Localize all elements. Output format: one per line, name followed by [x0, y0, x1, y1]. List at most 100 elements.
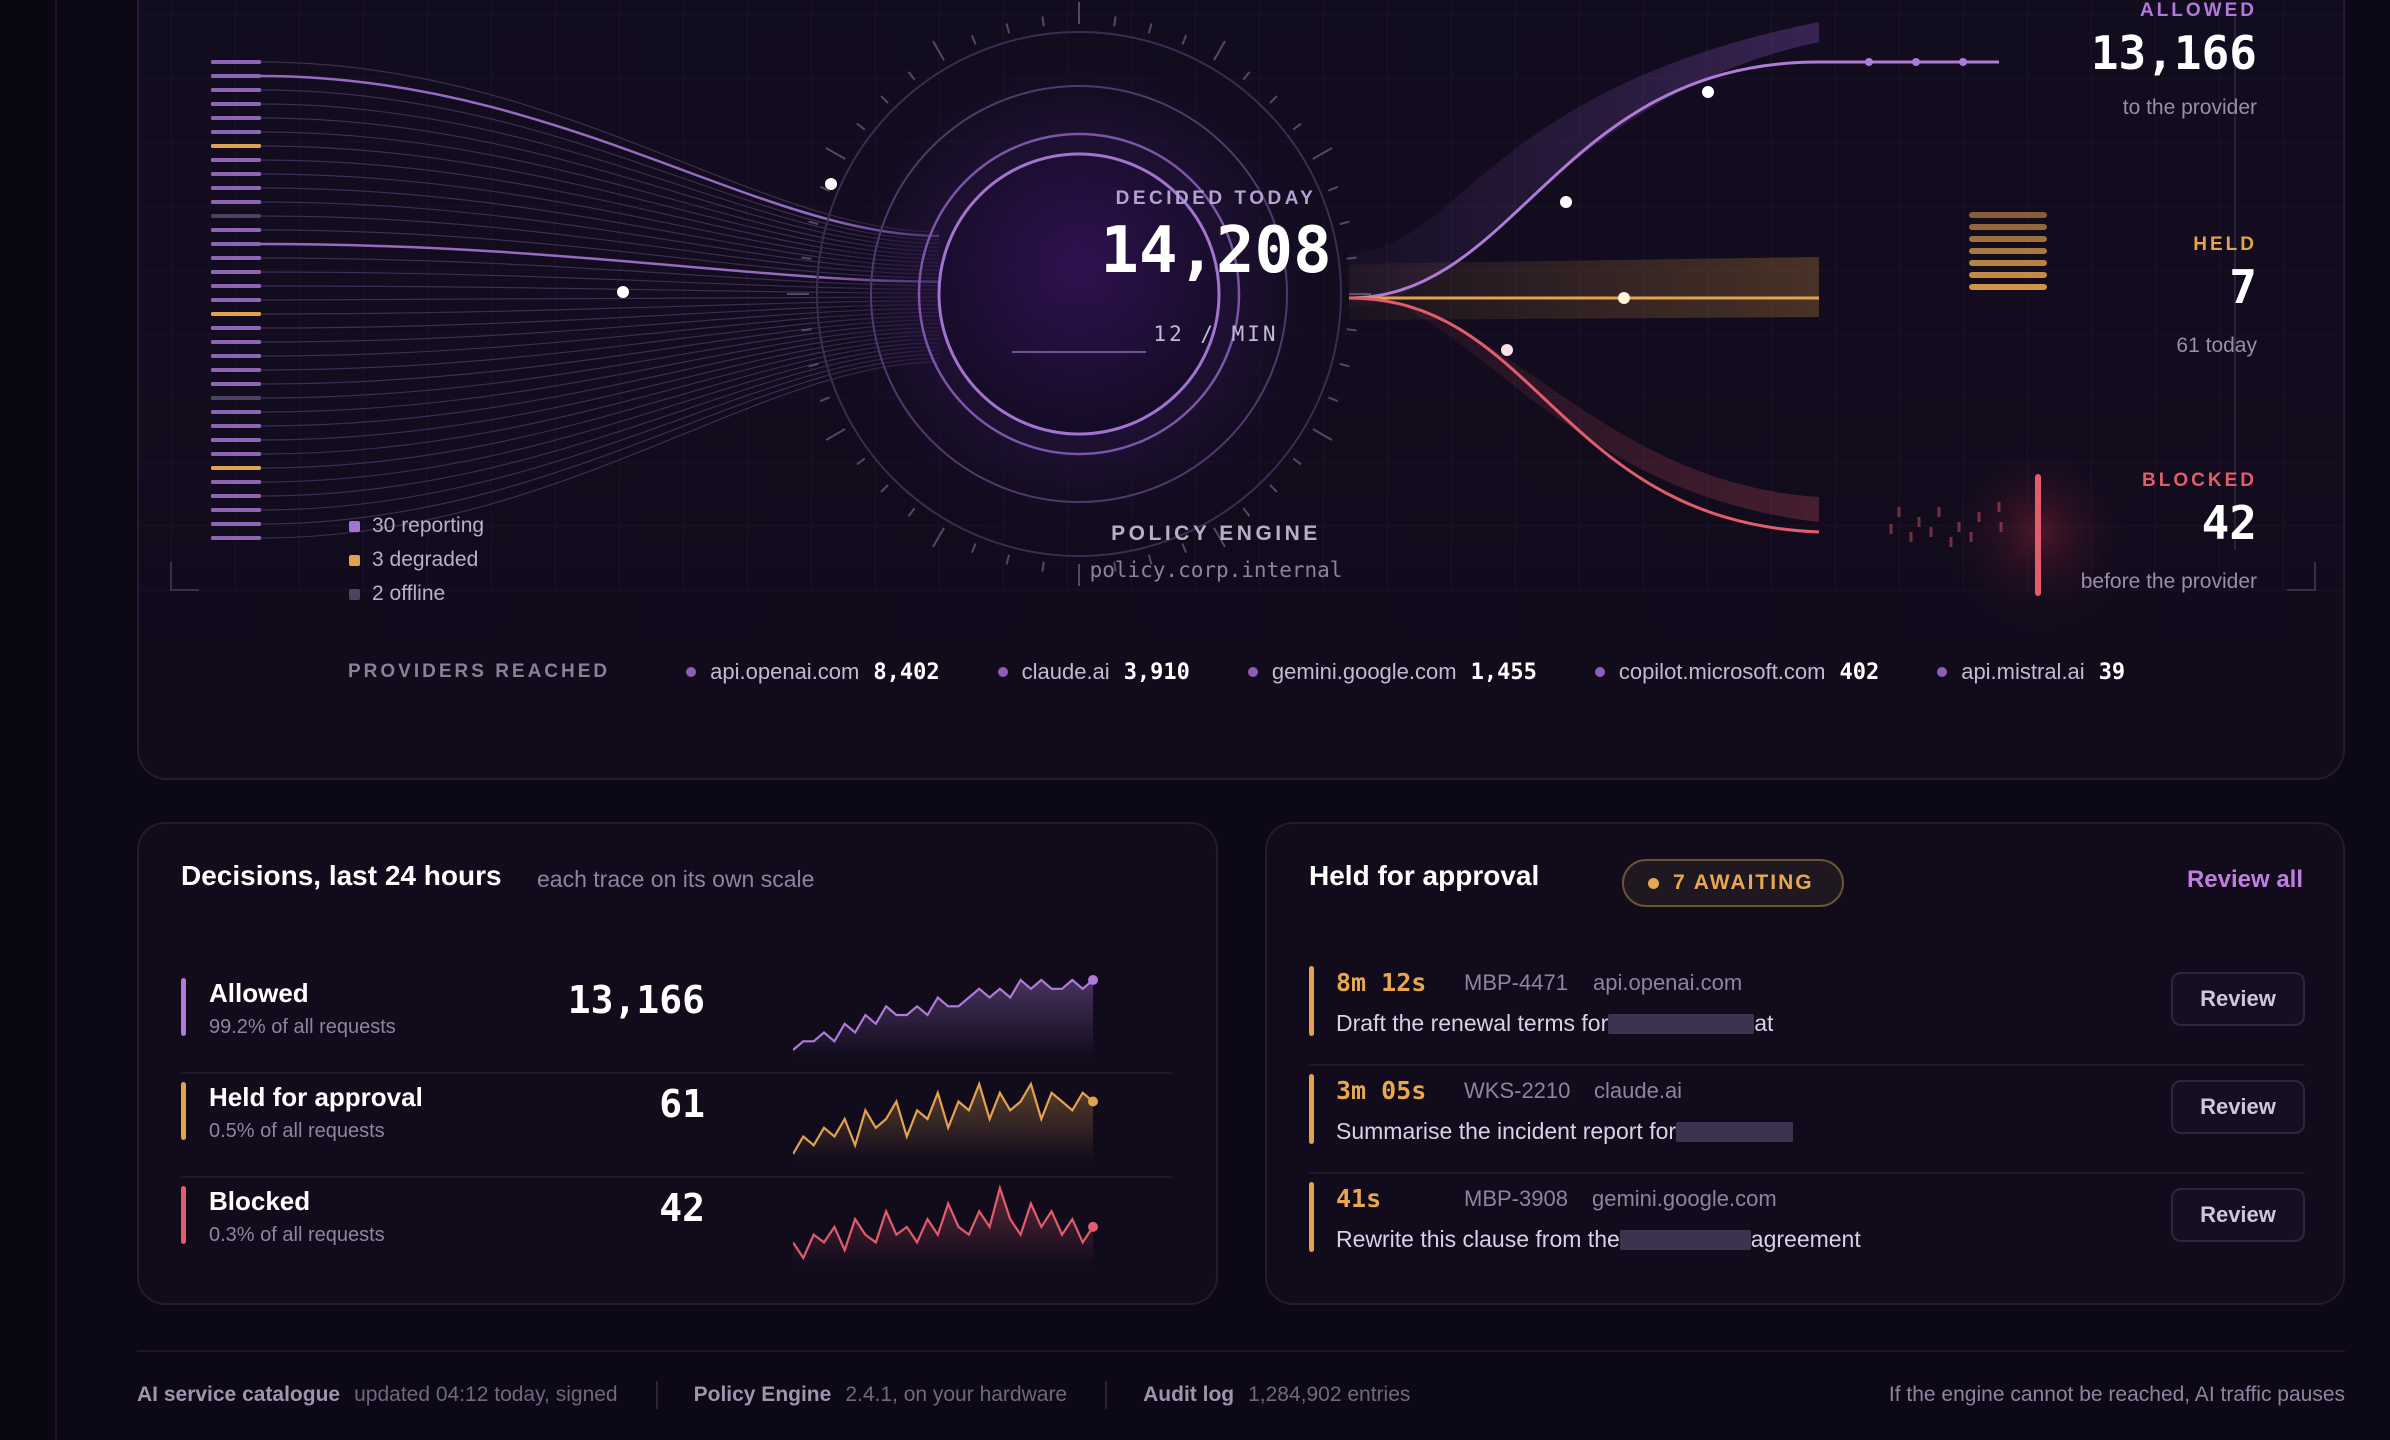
- sparkline-end-dot: [1088, 975, 1098, 985]
- agent-bar: [211, 340, 261, 344]
- agent-bar: [211, 172, 261, 176]
- decided-today-value: 14,208: [1100, 214, 1332, 288]
- row-divider: [1309, 1172, 2305, 1174]
- held-queue-bar: [1969, 212, 2047, 218]
- decision-row-allowed: Allowed 99.2% of all requests 13,166: [181, 970, 1173, 1074]
- agent-bar: [211, 368, 261, 372]
- row-color-bar: [1309, 966, 1314, 1036]
- dial-tick: [1328, 396, 1339, 403]
- decisions-title: Decisions, last 24 hours: [181, 860, 502, 891]
- provider-item: gemini.google.com 1,455: [1247, 659, 1537, 685]
- decision-row-blocked: Blocked 0.3% of all requests 42: [181, 1178, 1173, 1282]
- agent-bar: [211, 438, 261, 442]
- status-footer: AI service catalogue updated 04:12 today…: [137, 1380, 2345, 1410]
- row-color-bar: [181, 1082, 186, 1140]
- dial-tick: [1213, 40, 1226, 61]
- agent-bar: [211, 88, 261, 92]
- held-queue-bar: [1969, 236, 2047, 242]
- dial-tick: [1113, 561, 1117, 572]
- sparkline-end-dot: [1088, 1221, 1098, 1232]
- provider-item: api.mistral.ai 39: [1937, 659, 2125, 685]
- review-button[interactable]: Review: [2171, 1080, 2305, 1134]
- agent-bar: [211, 130, 261, 134]
- agent-bar: [211, 382, 261, 386]
- row-divider: [1309, 1064, 2305, 1066]
- provider-dot: [1937, 667, 1948, 677]
- footer-separator: [1105, 1381, 1108, 1409]
- agent-bar: [211, 256, 261, 260]
- agent-bar: [211, 536, 261, 540]
- agent-bar: [211, 242, 261, 246]
- held-title: Held for approval: [1309, 860, 1540, 891]
- agent-bar: [211, 270, 261, 274]
- held-request-row: 8m 12s MBP-4471 api.openai.com Draft the…: [1309, 958, 2305, 1066]
- row-color-bar: [181, 978, 186, 1036]
- agent-bar: [211, 200, 261, 204]
- decision-row-held: Held for approval 0.5% of all requests 6…: [181, 1074, 1173, 1178]
- dial-tick: [1213, 527, 1226, 548]
- dial-tick: [1041, 16, 1045, 27]
- held-sparkline: [793, 1080, 1098, 1162]
- agent-bar: [211, 396, 261, 400]
- agent-bar: [211, 494, 261, 498]
- agent-bar: [211, 102, 261, 106]
- review-all-link[interactable]: Review all: [2186, 866, 2303, 893]
- redacted-text: [1619, 1229, 1751, 1250]
- agent-bar: [211, 214, 261, 218]
- dial-tick: [856, 457, 866, 466]
- legend-reporting: 30 reporting: [349, 509, 484, 543]
- sparkline-line: [793, 978, 1094, 1051]
- providers-header: PROVIDERS REACHED: [348, 661, 611, 682]
- dial-tick: [1005, 554, 1011, 565]
- dial-tick: [1328, 185, 1339, 192]
- agent-bar: [211, 228, 261, 232]
- dial-tick: [970, 543, 977, 554]
- flow-visualization: [139, 2, 2343, 632]
- review-button[interactable]: Review: [2171, 1188, 2305, 1242]
- dial-tick: [1147, 23, 1153, 34]
- held-queue-bar: [1969, 260, 2047, 266]
- blocked-stat: BLOCKED 42 before the provider: [2080, 470, 2257, 593]
- agent-bar: [211, 452, 261, 456]
- provider-dot: [686, 667, 697, 677]
- row-color-bar: [181, 1186, 186, 1244]
- held-queue-bar: [1969, 248, 2047, 254]
- request-message: Summarise the incident report for: [1336, 1118, 1794, 1145]
- row-divider: [181, 1176, 1173, 1178]
- decided-today-label: DECIDED TODAY: [1115, 188, 1317, 209]
- decisions-card: Decisions, last 24 hours each trace on i…: [137, 822, 1218, 1305]
- providers-reached: PROVIDERS REACHED api.openai.com 8,402 c…: [348, 659, 2183, 685]
- sparkline-area: [793, 1084, 1093, 1162]
- agent-bar: [211, 284, 261, 288]
- agent-bar: [211, 144, 261, 148]
- agent-bar: [211, 466, 261, 470]
- dial-tick: [1242, 71, 1251, 81]
- dial-tick: [907, 71, 916, 81]
- footer-divider: [137, 1350, 2345, 1352]
- dial-tick: [1181, 34, 1188, 45]
- agent-bar: [211, 158, 261, 162]
- legend-swatch: [349, 554, 360, 566]
- dial-tick: [1242, 507, 1251, 517]
- row-color-bar: [1309, 1182, 1314, 1252]
- legend-swatch: [349, 520, 360, 532]
- dial-tick: [1113, 16, 1117, 27]
- legend-degraded: 3 degraded: [349, 543, 484, 577]
- request-message: Rewrite this clause from the agreement: [1336, 1226, 1861, 1252]
- dial-tick: [1339, 362, 1350, 368]
- dial-tick: [801, 256, 812, 260]
- row-color-bar: [1309, 1074, 1314, 1144]
- review-button[interactable]: Review: [2171, 972, 2305, 1026]
- dial-tick: [932, 527, 945, 548]
- allowed-stat: ALLOWED 13,166 to the provider: [2090, 0, 2257, 119]
- held-queue-bar: [1969, 272, 2047, 278]
- request-message: Draft the renewal terms for at: [1336, 1010, 1774, 1036]
- held-stat: HELD 7 61 today: [2176, 234, 2257, 357]
- agent-bar: [211, 326, 261, 330]
- audit-status: Audit log 1,284,902 entries: [1143, 1383, 1411, 1406]
- engine-status: Policy Engine 2.4.1, on your hardware: [693, 1383, 1068, 1406]
- traffic-flow-panel: 30 reporting 3 degraded 2 offline DECIDE…: [137, 0, 2345, 780]
- dial-tick: [1312, 147, 1333, 160]
- dial-tick: [1005, 23, 1011, 34]
- held-queue-bar: [1969, 284, 2047, 290]
